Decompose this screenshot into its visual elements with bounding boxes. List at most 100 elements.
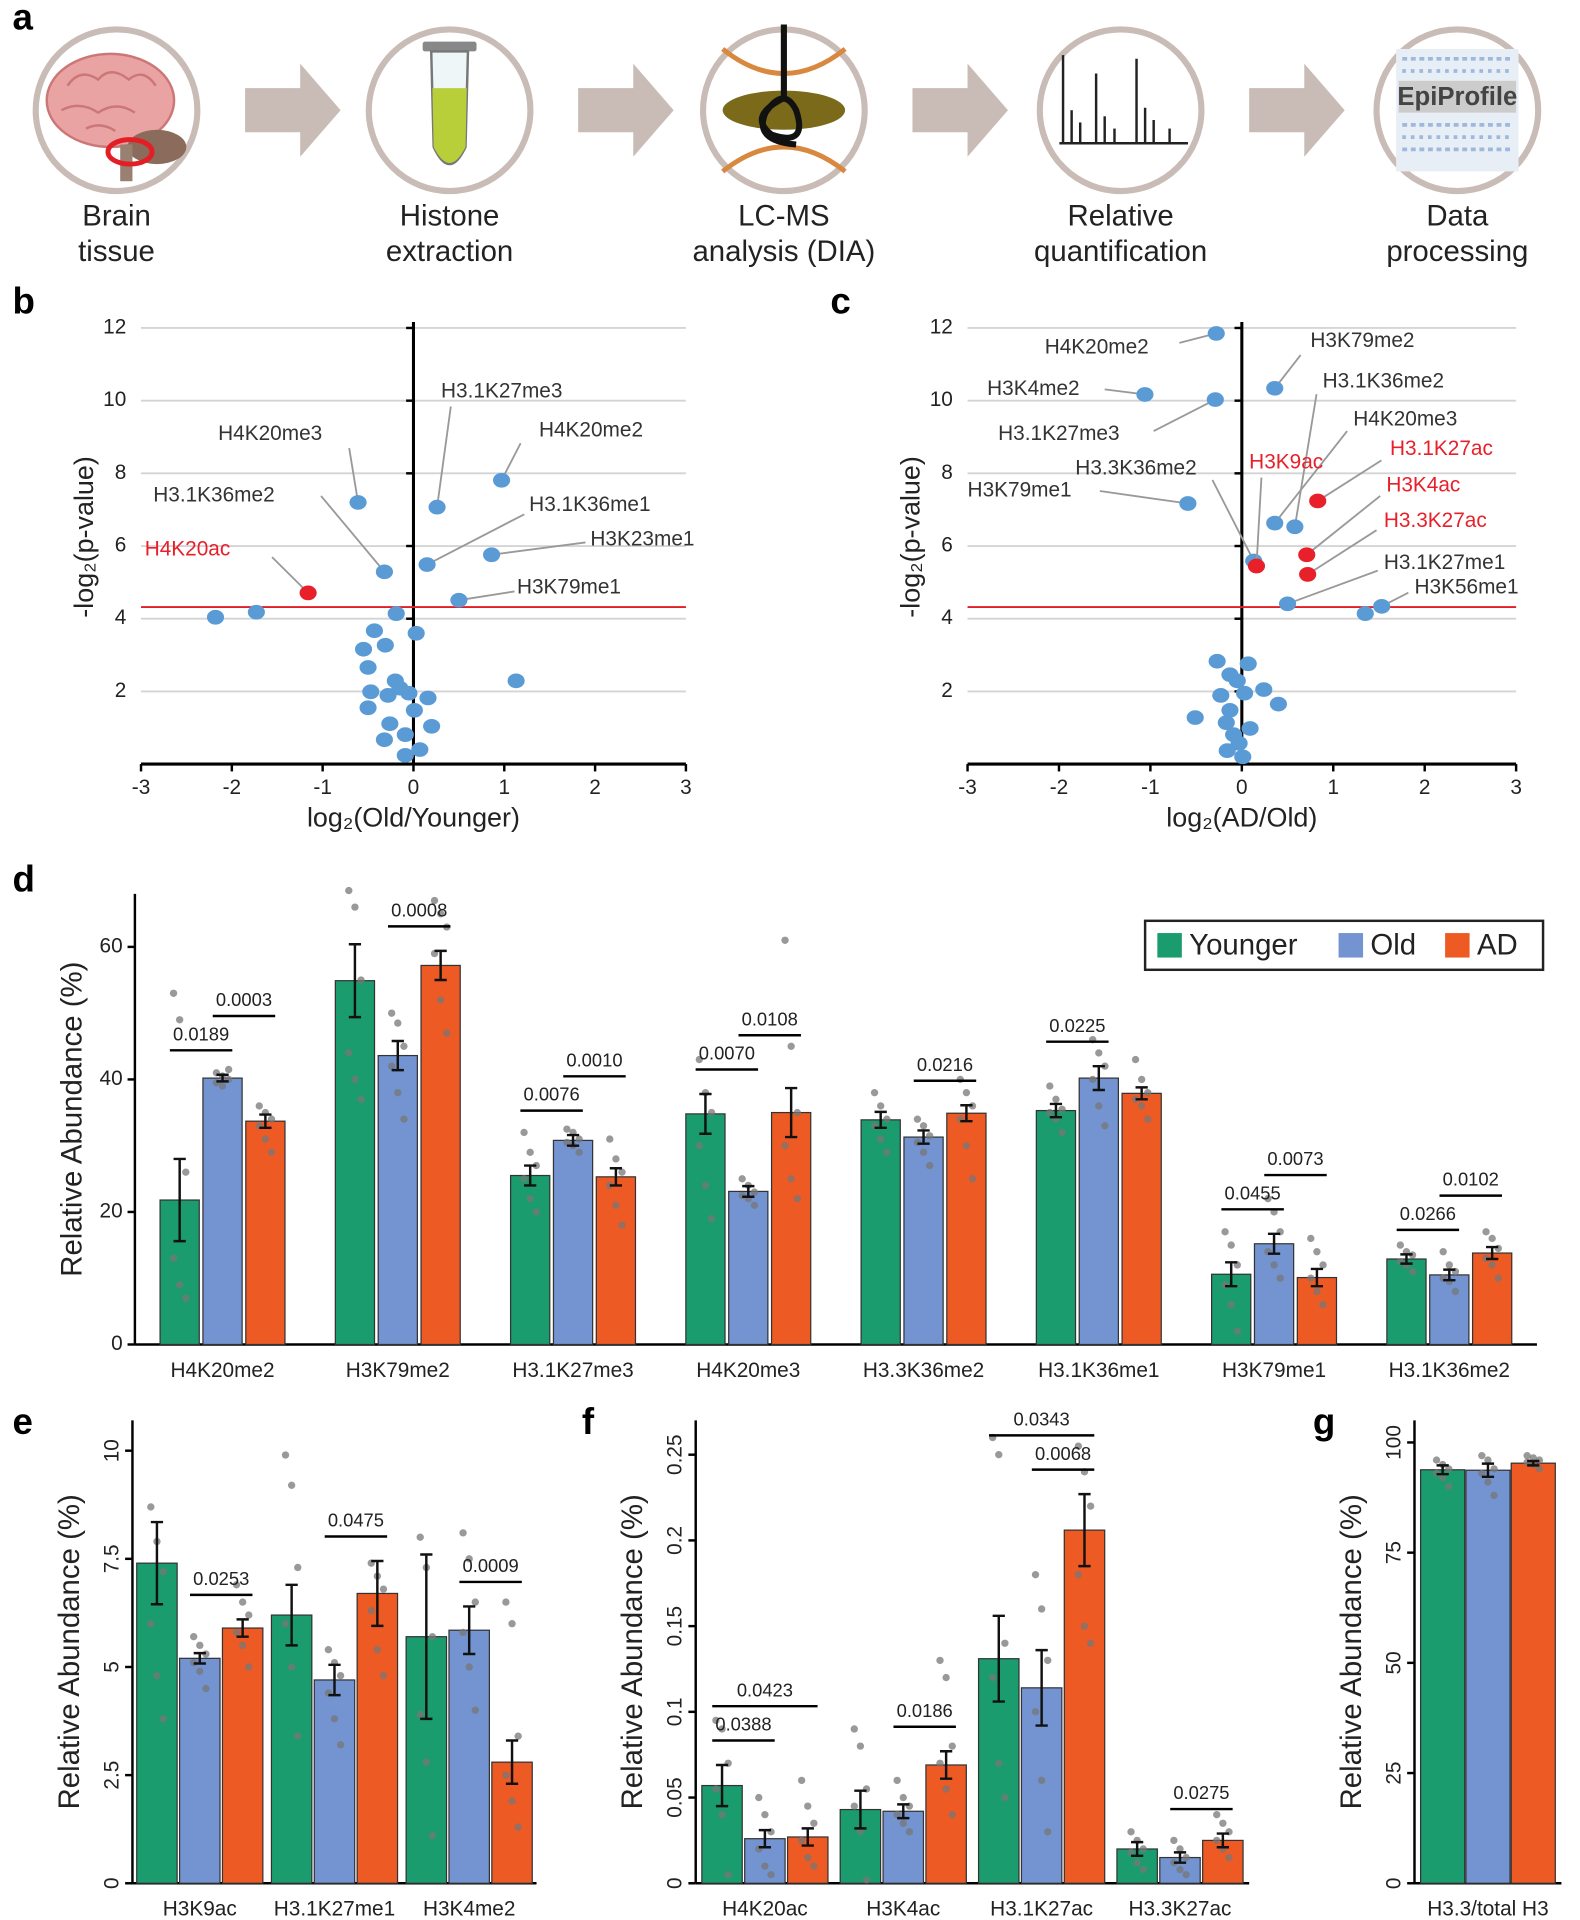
y-tick-label: 8 [941,461,953,484]
y-tick-label: 0.15 [664,1606,687,1646]
error-bar [328,1663,341,1697]
y-tick-label: 10 [103,388,126,411]
sample-dot [1170,1836,1178,1845]
x-tick-label: H3.1K36me1 [1038,1359,1159,1382]
point [1241,721,1259,736]
p-value: 0.0275 [1173,1782,1229,1803]
logo-bg [1398,80,1517,113]
p-value: 0.0266 [1400,1203,1456,1224]
sample-dot [169,989,178,997]
sample-dot [147,1620,155,1628]
step-arrows [245,63,1345,157]
arrow [578,63,674,157]
point-label: H3.1K36me1 [529,493,650,516]
sample-dot [1101,1122,1109,1130]
y-tick-label: 10 [100,1439,123,1462]
point [1207,326,1225,341]
leader-line [271,556,309,594]
arrow [912,63,1008,157]
sample-dot [416,1710,424,1719]
sample-dot [793,1195,801,1203]
error-bar [434,949,447,982]
point [1278,596,1297,612]
y-axis-label: -log₂(p-value) [69,456,99,618]
sample-dot [1396,1241,1405,1249]
bar [770,1111,812,1346]
x-tick-label: -3 [132,776,151,799]
sample-dot [502,1598,510,1606]
point [1239,656,1257,672]
y-axis-label: Relative Abundance (%) [1335,1494,1368,1809]
panel-letter: e [12,1401,32,1442]
sample-dot [428,1633,437,1641]
point-label: H4K20me3 [218,422,322,445]
point-label: H4K20ac [145,537,231,560]
bar [202,1077,243,1346]
point [1217,715,1235,730]
point [379,688,397,703]
sample-dot [1131,1055,1140,1064]
sample-dot [514,1732,522,1740]
point [1228,673,1246,689]
sample-dot [1037,1776,1046,1785]
sample-dot [606,1181,614,1190]
bar [178,1657,221,1884]
sample-dot [618,1168,626,1176]
sample-dot [1490,1491,1498,1500]
bar [1078,1077,1120,1346]
sample-dot [1127,1828,1135,1836]
sample-dot [856,1828,865,1836]
leader-line [1099,490,1189,505]
point [396,748,414,763]
error-bar [1400,1253,1413,1265]
p-value: 0.0388 [715,1714,771,1735]
sample-dot [190,1633,198,1641]
y-tick-label: 0 [100,1877,123,1889]
sample-dot [925,1132,934,1140]
y-tick-label: 4 [941,606,953,629]
sample-dot [387,1062,396,1070]
bar [1429,1274,1470,1346]
arrow [1249,63,1345,157]
sample-dot [1221,1281,1229,1289]
point [391,680,409,696]
x-tick-label: H3K4ac [866,1898,940,1920]
bar [1296,1276,1338,1346]
y-tick-label: 20 [100,1199,123,1222]
legend-label: Old [1370,928,1416,961]
sample-dot [416,1533,424,1541]
error-bar [1035,1648,1048,1727]
legend-swatch [1445,933,1470,958]
sample-dot [459,1628,467,1637]
y-tick-label: 2 [115,679,127,702]
sample-dot [1438,1474,1447,1482]
point [247,604,265,620]
sample-dot [1133,1859,1141,1867]
sample-dot [1225,1853,1233,1862]
point [1309,493,1327,509]
point [1218,743,1236,758]
sample-dot [379,1671,388,1680]
sample-dot [508,1620,516,1628]
sample-dot [1058,1128,1066,1137]
leader-line [491,541,586,556]
bar [1465,1469,1511,1884]
point-label: H3K79me2 [1310,329,1414,352]
y-tick-label: 0.05 [664,1777,687,1817]
lcms-coil [758,24,803,148]
sample-dot [936,1656,944,1665]
sample-dot [1233,1327,1241,1335]
point-label: H3.1K27me3 [441,379,562,402]
sample-dot [1313,1248,1321,1256]
point [1179,496,1197,511]
point [1286,519,1304,535]
point-label: H3K23me1 [590,528,694,551]
sample-dot [925,1161,934,1170]
sample-dot [883,1115,891,1123]
sample-dot [175,1281,184,1289]
sample-dot [520,1128,528,1137]
sample-dot [862,1876,871,1884]
sample-dot [336,1671,345,1680]
sample-dot [1144,1115,1152,1123]
sample-dot [606,1135,614,1143]
